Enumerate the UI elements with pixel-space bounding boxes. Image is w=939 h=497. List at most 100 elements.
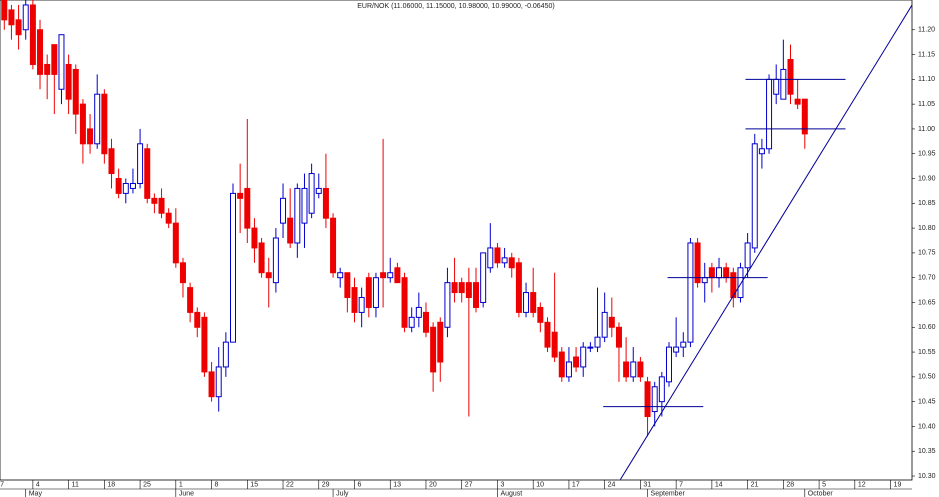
candle-body — [615, 326, 622, 348]
candle-body — [751, 143, 758, 249]
candle-body — [508, 257, 515, 269]
y-tick-label: 10.65 — [918, 299, 936, 306]
x-tick-label: 1 — [179, 481, 183, 488]
candle-body — [272, 237, 279, 284]
candle-body — [465, 282, 472, 299]
plot-frame — [0, 0, 913, 481]
candle-body — [801, 98, 808, 135]
candle-body — [422, 311, 429, 333]
candle-body — [194, 311, 201, 328]
candle-body — [201, 316, 208, 373]
candle-body — [630, 361, 637, 378]
candle-body — [380, 272, 387, 279]
x-tick-label: 11 — [72, 481, 79, 488]
candle-body — [401, 277, 408, 328]
candle-body — [251, 227, 258, 249]
candle-body — [673, 346, 680, 353]
plot-area — [1, 0, 912, 480]
x-tick-label: 17 — [572, 481, 580, 488]
candle-body — [237, 192, 244, 199]
candle-body — [315, 187, 322, 194]
x-tick-label: 22 — [286, 481, 294, 488]
candle-body — [158, 197, 165, 214]
candle-body — [87, 128, 94, 145]
y-tick-label: 10.60 — [918, 324, 936, 331]
candle-body — [773, 78, 780, 95]
candle-body — [451, 282, 458, 294]
candle-body — [766, 78, 773, 150]
candle-body — [687, 242, 694, 343]
y-tick-label: 11.00 — [918, 126, 935, 133]
candle-body — [387, 272, 394, 279]
candle-body — [129, 182, 136, 189]
y-tick-label: 10.45 — [918, 398, 936, 405]
y-tick-label: 10.50 — [918, 374, 936, 381]
x-tick-label: 13 — [393, 481, 401, 488]
candle-body — [230, 192, 237, 343]
month-label: July — [336, 490, 349, 497]
candle-body — [44, 63, 51, 75]
y-tick-label: 10.85 — [918, 200, 936, 207]
candle-body — [716, 267, 723, 279]
candle-body — [473, 282, 480, 308]
x-tick-label: 7 — [0, 481, 4, 488]
x-tick-label: 24 — [608, 481, 616, 488]
y-tick-label: 11.20 — [918, 27, 935, 34]
candle-body — [165, 212, 172, 224]
x-tick-label: 6 — [358, 481, 362, 488]
candle-body — [594, 336, 601, 348]
candle-body — [458, 282, 465, 294]
y-tick-label: 10.70 — [918, 275, 936, 282]
candle-body — [737, 267, 744, 299]
candle-body — [172, 222, 179, 264]
candle-body — [258, 242, 265, 274]
candle-body — [794, 98, 801, 105]
candle-body — [365, 277, 372, 308]
candle-body — [437, 321, 444, 363]
candle-body — [651, 386, 658, 413]
candle-body — [708, 267, 715, 279]
candle-body — [551, 331, 558, 358]
candle-body — [573, 356, 580, 368]
candle-body — [558, 351, 565, 378]
candle-body — [1, 0, 8, 21]
reference-line — [619, 4, 912, 480]
month-label: August — [500, 490, 522, 497]
y-tick-label: 11.15 — [918, 51, 935, 58]
y-tick-label: 10.55 — [918, 349, 936, 356]
candle-body — [780, 68, 787, 100]
x-tick-label: 12 — [858, 481, 866, 488]
candle-body — [94, 93, 101, 145]
candle-body — [58, 34, 65, 90]
y-tick-label: 11.10 — [918, 76, 935, 83]
candle-body — [337, 272, 344, 279]
candle-body — [480, 252, 487, 303]
candle-body — [665, 346, 672, 383]
x-tick-label: 27 — [465, 481, 473, 488]
candle-body — [29, 4, 36, 65]
candle-body — [122, 182, 129, 194]
candle-body — [580, 346, 587, 368]
candle-body — [72, 68, 79, 115]
candle-body — [430, 326, 437, 373]
candle-body — [222, 341, 229, 368]
month-label: September — [651, 490, 686, 497]
month-label: May — [29, 490, 43, 497]
candle-body — [287, 217, 294, 244]
candle-body — [187, 287, 194, 313]
y-tick-label: 11.05 — [918, 101, 935, 108]
candle-body — [37, 29, 44, 75]
y-tick-label: 10.80 — [918, 225, 936, 232]
candle-body — [322, 187, 329, 219]
candle-body — [537, 306, 544, 323]
candle-body — [15, 19, 22, 36]
candle-body — [565, 361, 572, 378]
candle-body — [723, 267, 730, 279]
candle-body — [179, 262, 186, 284]
candle-body — [394, 267, 401, 284]
x-tick-label: 3 — [500, 481, 504, 488]
candle-body — [101, 93, 108, 155]
candle-body — [658, 376, 665, 403]
